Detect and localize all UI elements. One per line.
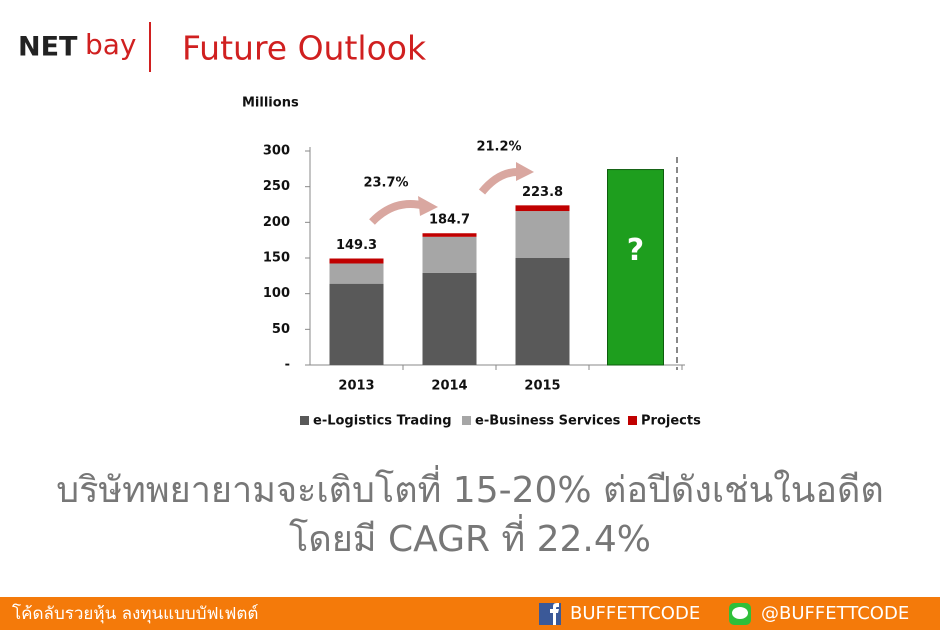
- x-tick-label: 2015: [524, 379, 560, 394]
- total-label: 149.3: [336, 238, 377, 253]
- total-label: 184.7: [429, 213, 470, 228]
- body-text: บริษัทพยายามจะเติบโตที่ 15-20% ต่อปีดังเ…: [56, 465, 884, 511]
- forecast-bar: [607, 169, 664, 366]
- bar-segment: [515, 205, 570, 212]
- logo-net: NET: [18, 32, 78, 63]
- body-text: โดยมี CAGR ที่ 22.4%: [289, 514, 651, 560]
- y-axis-label: Millions: [242, 96, 299, 111]
- line-handle: @BUFFETTCODE: [761, 603, 909, 624]
- y-tick-label: 300: [263, 144, 290, 159]
- y-tick-label: -: [285, 358, 290, 373]
- y-tick-label: 250: [263, 179, 290, 194]
- legend-label: Projects: [641, 414, 701, 429]
- bar-segment: [422, 233, 477, 237]
- legend-swatch: [628, 416, 637, 425]
- legend-label: e-Logistics Trading: [313, 414, 452, 429]
- line-bubble: [732, 607, 748, 619]
- facebook-handle: BUFFETTCODE: [570, 603, 700, 624]
- y-tick-label: 150: [263, 251, 290, 266]
- logo-bay: bay: [85, 28, 137, 61]
- bar-segment: [329, 263, 384, 284]
- y-tick-label: 50: [272, 322, 290, 337]
- x-tick-label: 2014: [431, 379, 467, 394]
- arrowhead: [516, 162, 534, 181]
- legend-swatch: [462, 416, 471, 425]
- bar-segment: [422, 236, 477, 273]
- y-tick-label: 100: [263, 286, 290, 301]
- forecast-label: ?: [627, 233, 644, 268]
- bar-segment: [329, 258, 384, 264]
- x-tick-label: 2013: [338, 379, 374, 394]
- bar-segment: [515, 211, 570, 258]
- growth-label: 23.7%: [363, 176, 408, 191]
- growth-label: 21.2%: [476, 140, 521, 155]
- footer-slogan: โค้ดลับรวยหุ้น ลงทุนแบบบัฟเฟตต์: [12, 603, 258, 624]
- legend-label: e-Business Services: [475, 414, 621, 429]
- bar-segment: [515, 258, 570, 365]
- growth-arrow: [369, 200, 427, 225]
- bar-segment: [422, 272, 477, 365]
- total-label: 223.8: [522, 185, 563, 200]
- y-tick-label: 200: [263, 215, 290, 230]
- legend-swatch: [300, 416, 309, 425]
- bar-segment: [329, 283, 384, 365]
- arrowhead: [418, 196, 438, 216]
- slide-title: Future Outlook: [182, 29, 427, 68]
- facebook-f: [550, 603, 559, 625]
- footer-bar: [0, 597, 940, 630]
